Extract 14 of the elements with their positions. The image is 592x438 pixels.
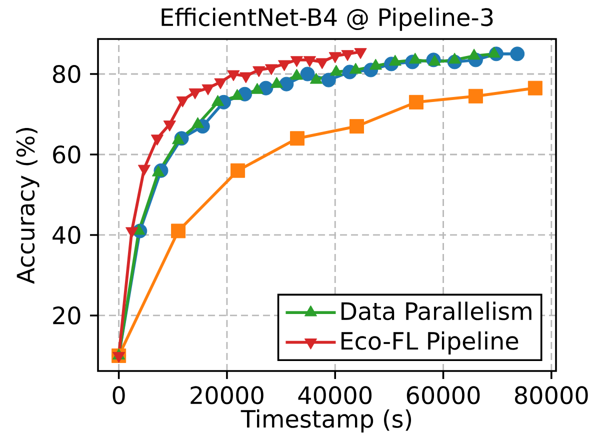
y-tick-label: 80 xyxy=(53,64,80,84)
x-tick-label: 40000 xyxy=(298,386,372,404)
y-axis-title: Accuracy (%) xyxy=(16,128,40,284)
x-axis-title: Timestamp (s) xyxy=(240,409,412,433)
y-tick-label: 60 xyxy=(53,145,80,164)
legend-label: Data Parallelism xyxy=(342,302,532,320)
y-tick-label: 20 xyxy=(53,306,80,325)
y-tick-label: 40 xyxy=(52,226,80,244)
x-tick-label: 60000 xyxy=(406,386,480,404)
legend-label: Eco-FL Pipeline xyxy=(342,331,518,355)
x-tick-label: 20000 xyxy=(190,386,264,404)
x-tick-label: 80000 xyxy=(515,386,588,404)
x-tick-label: 0 xyxy=(112,386,125,404)
chart-title: EfficientNet-B4 @ Pipeline-3 xyxy=(162,8,493,31)
